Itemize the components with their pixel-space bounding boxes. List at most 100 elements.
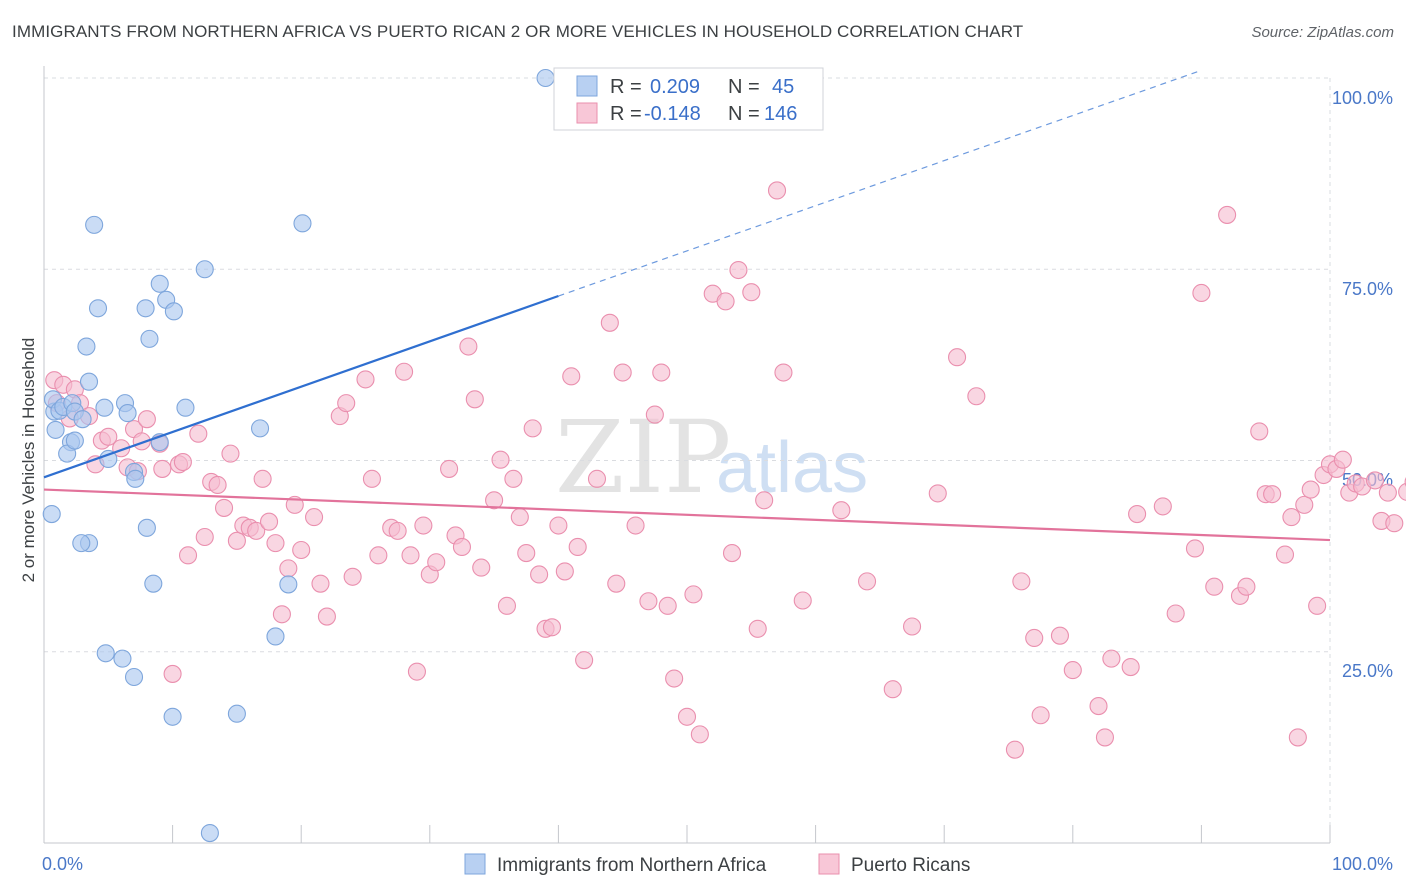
data-point-puerto-ricans: [317, 607, 336, 626]
data-point-immigrants-northern-africa: [137, 518, 156, 537]
data-point-puerto-ricans: [1301, 480, 1320, 499]
series-immigrants-northern-africa: [42, 68, 555, 843]
stats-r-label: R =: [610, 76, 642, 98]
stats-r-value: 0.209: [650, 76, 700, 98]
x-tick-label: 0.0%: [42, 854, 83, 874]
data-point-puerto-ricans: [665, 669, 684, 688]
data-point-puerto-ricans: [221, 444, 240, 463]
stats-box: R = 0.209 N = 45 R = -0.148 N = 146: [553, 67, 824, 131]
data-point-puerto-ricans: [1308, 596, 1327, 615]
data-point-puerto-ricans: [729, 260, 748, 280]
data-point-puerto-ricans: [195, 527, 214, 547]
data-point-immigrants-northern-africa: [46, 420, 65, 439]
data-point-puerto-ricans: [1192, 283, 1211, 303]
data-point-immigrants-northern-africa: [42, 504, 61, 524]
data-point-puerto-ricans: [639, 592, 658, 611]
data-point-immigrants-northern-africa: [250, 419, 270, 438]
stats-n-label: N =: [728, 76, 760, 98]
data-point-puerto-ricans: [343, 567, 362, 586]
data-point-puerto-ricans: [1025, 628, 1044, 648]
data-point-puerto-ricans: [716, 292, 735, 311]
data-point-immigrants-northern-africa: [79, 372, 99, 391]
data-point-immigrants-northern-africa: [77, 337, 96, 356]
data-point-immigrants-northern-africa: [163, 707, 182, 726]
data-point-immigrants-northern-africa: [144, 574, 163, 593]
data-point-puerto-ricans: [1378, 483, 1397, 502]
grid: [44, 77, 1331, 843]
data-point-puerto-ricans: [967, 387, 986, 406]
data-point-puerto-ricans: [208, 475, 227, 495]
data-point-puerto-ricans: [562, 367, 581, 386]
stats-n-value: 45: [772, 76, 794, 98]
data-point-puerto-ricans: [1295, 495, 1314, 514]
data-point-puerto-ricans: [414, 516, 433, 535]
y-axis-label: 2 or more Vehicles in Household: [19, 338, 38, 583]
data-point-puerto-ricans: [178, 546, 198, 565]
data-point-puerto-ricans: [1102, 649, 1121, 668]
data-point-puerto-ricans: [465, 390, 484, 409]
data-point-puerto-ricans: [774, 363, 793, 382]
data-point-puerto-ricans: [555, 562, 574, 581]
data-point-puerto-ricans: [305, 508, 324, 527]
data-point-puerto-ricans: [587, 469, 607, 488]
data-point-puerto-ricans: [684, 585, 703, 604]
data-point-puerto-ricans: [722, 544, 742, 563]
x-tick-label: 100.0%: [1332, 854, 1393, 874]
data-point-puerto-ricans: [1153, 497, 1172, 516]
data-point-puerto-ricans: [948, 348, 967, 367]
data-point-puerto-ricans: [1005, 740, 1024, 759]
trend-line-blue: [43, 294, 559, 479]
data-point-puerto-ricans: [742, 283, 761, 302]
data-point-puerto-ricans: [1205, 577, 1224, 596]
trend-lines: [43, 69, 1331, 542]
data-point-puerto-ricans: [568, 537, 587, 556]
data-point-puerto-ricans: [356, 370, 375, 389]
data-point-puerto-ricans: [259, 512, 279, 531]
data-point-puerto-ricans: [1282, 508, 1301, 527]
data-point-puerto-ricans: [530, 565, 549, 584]
data-point-puerto-ricans: [1128, 504, 1147, 524]
data-point-puerto-ricans: [857, 572, 877, 591]
data-point-puerto-ricans: [388, 521, 407, 540]
data-point-puerto-ricans: [517, 544, 536, 563]
data-point-puerto-ricans: [132, 432, 151, 451]
data-point-immigrants-northern-africa: [88, 299, 108, 318]
data-point-puerto-ricans: [613, 363, 632, 382]
data-point-immigrants-northern-africa: [279, 575, 298, 594]
data-point-puerto-ricans: [1050, 626, 1069, 645]
stats-r-value: -0.148: [644, 103, 701, 125]
stats-r-label: R =: [610, 103, 642, 125]
data-point-puerto-ricans: [459, 337, 478, 356]
data-point-puerto-ricans: [626, 516, 645, 535]
trend-line-blue-extension: [558, 69, 1202, 297]
data-point-immigrants-northern-africa: [124, 667, 144, 687]
data-point-puerto-ricans: [755, 491, 774, 510]
data-point-puerto-ricans: [1012, 572, 1031, 591]
data-point-puerto-ricans: [793, 591, 812, 610]
data-point-immigrants-northern-africa: [195, 260, 214, 279]
data-point-puerto-ricans: [883, 680, 902, 699]
data-point-puerto-ricans: [928, 484, 947, 503]
data-point-puerto-ricans: [902, 617, 922, 636]
data-point-puerto-ricans: [549, 516, 568, 535]
data-point-puerto-ricans: [311, 574, 330, 593]
data-point-puerto-ricans: [163, 664, 182, 683]
data-point-puerto-ricans: [1263, 485, 1282, 504]
data-point-immigrants-northern-africa: [227, 704, 246, 723]
data-point-puerto-ricans: [266, 534, 285, 553]
data-point-puerto-ricans: [575, 651, 594, 670]
data-point-immigrants-northern-africa: [65, 431, 84, 450]
data-point-puerto-ricans: [137, 410, 156, 429]
data-point-puerto-ricans: [292, 540, 311, 560]
y-tick-label: 100.0%: [1332, 88, 1393, 108]
data-point-puerto-ricans: [214, 498, 234, 517]
data-point-immigrants-northern-africa: [200, 824, 219, 843]
data-point-puerto-ricans: [472, 558, 491, 577]
data-point-puerto-ricans: [279, 559, 298, 578]
data-point-puerto-ricans: [1237, 577, 1256, 596]
data-point-puerto-ricans: [1365, 471, 1385, 490]
data-point-puerto-ricans: [645, 405, 664, 424]
legend-label-blue: Immigrants from Northern Africa: [497, 855, 767, 876]
data-point-puerto-ricans: [1398, 482, 1406, 501]
y-tick-label: 25.0%: [1342, 661, 1393, 681]
